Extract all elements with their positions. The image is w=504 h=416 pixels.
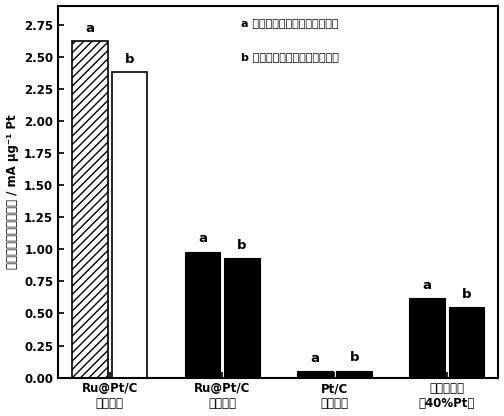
Bar (224, 258, 260, 378)
Text: b 柱图是反扫峰峰值质量比活性: b 柱图是反扫峰峰值质量比活性 (241, 52, 339, 62)
Bar (409, 298, 445, 378)
Text: a 柱图是前扫峰峰值质量比活性: a 柱图是前扫峰峰值质量比活性 (241, 19, 338, 29)
Text: b: b (462, 287, 471, 301)
Bar (72, 42, 108, 378)
Text: a: a (310, 352, 320, 365)
Bar (111, 72, 147, 378)
Bar (449, 307, 484, 378)
Text: b: b (237, 239, 246, 252)
Text: b: b (124, 53, 134, 66)
Text: a: a (423, 279, 432, 292)
Text: a: a (86, 22, 94, 35)
Bar (297, 371, 333, 378)
Text: a: a (198, 233, 207, 245)
Y-axis label: 峰值电压下质量比活性 / mA μg⁻¹ Pt: 峰值电压下质量比活性 / mA μg⁻¹ Pt (6, 114, 19, 269)
Text: b: b (349, 351, 359, 364)
Bar (184, 252, 220, 378)
Bar (336, 371, 372, 378)
